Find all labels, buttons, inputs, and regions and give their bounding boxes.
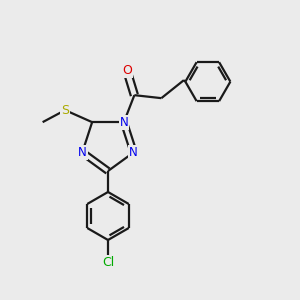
Text: N: N: [129, 146, 138, 159]
Text: O: O: [122, 64, 132, 77]
Text: N: N: [119, 116, 128, 129]
Text: S: S: [61, 104, 69, 117]
Text: Cl: Cl: [102, 256, 114, 269]
Text: N: N: [78, 146, 87, 159]
